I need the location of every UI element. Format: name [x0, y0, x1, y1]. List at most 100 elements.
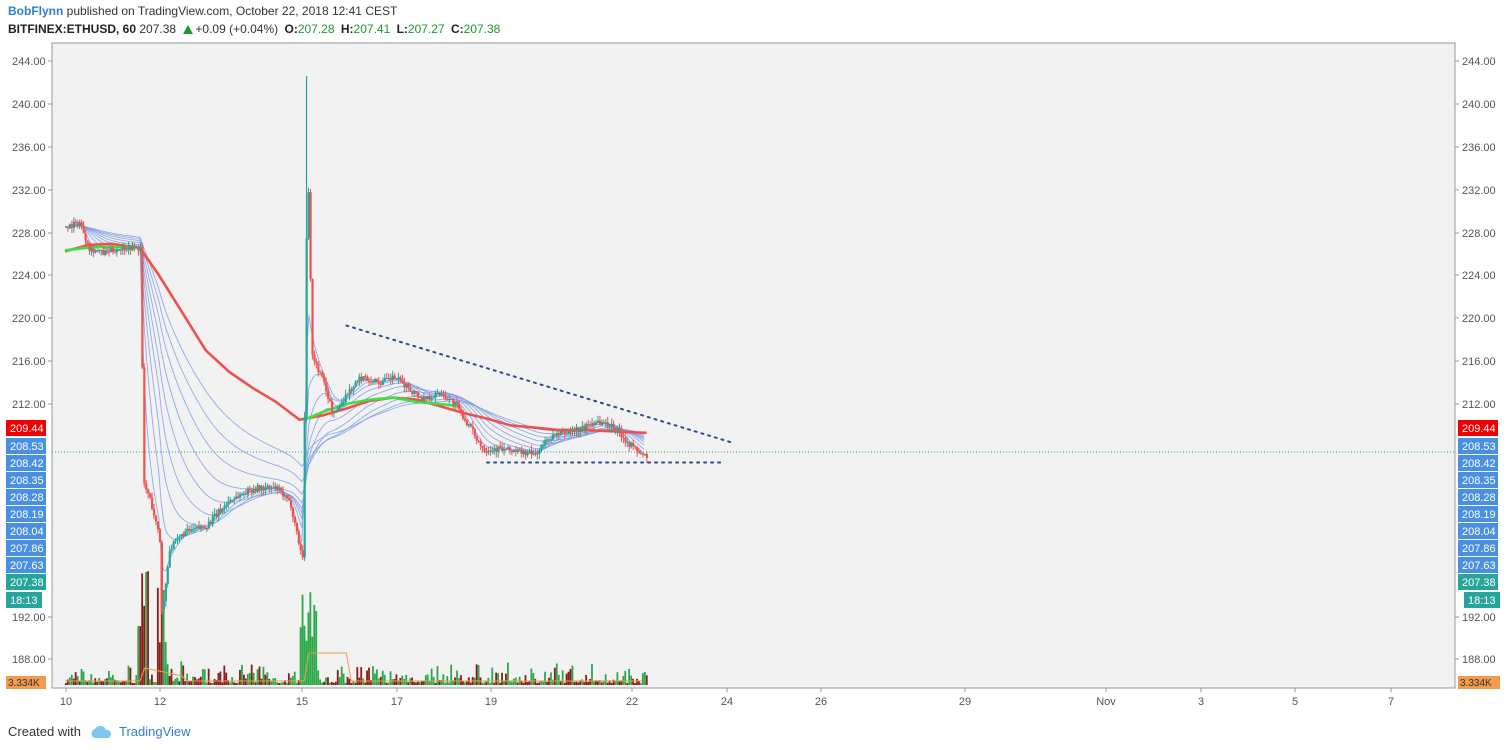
volume-bar — [346, 676, 349, 685]
candle-body — [444, 395, 447, 400]
candle-body — [192, 528, 195, 530]
candle-body — [606, 422, 609, 427]
candle-body — [536, 453, 539, 455]
candle-body — [72, 221, 76, 228]
volume-bar — [332, 682, 335, 685]
candle-body — [272, 487, 275, 489]
high-label: H: — [340, 22, 354, 36]
candle-body — [614, 427, 617, 430]
volume-bar — [422, 681, 425, 685]
candle-body — [125, 249, 128, 251]
volume-bar — [550, 672, 552, 685]
volume-bar — [612, 679, 615, 685]
candle-body — [303, 417, 306, 558]
volume-bar — [309, 592, 312, 685]
candle-body — [501, 448, 504, 451]
candle-body — [133, 245, 136, 248]
volume-bar — [301, 594, 304, 685]
candle-body — [422, 397, 426, 400]
ema-ribbon-line — [65, 225, 645, 504]
candle-body — [479, 441, 482, 446]
candle-body — [567, 431, 570, 434]
volume-bar — [297, 680, 300, 685]
candle-body — [264, 487, 267, 491]
x-axis-tick-label: 29 — [959, 696, 971, 708]
candle-body — [436, 392, 439, 394]
volume-bar — [551, 679, 554, 685]
volume-bar — [153, 681, 155, 685]
volume-bar — [102, 680, 104, 685]
candle-body — [626, 441, 629, 443]
volume-bar — [215, 679, 218, 685]
candle-body — [211, 516, 214, 525]
candle-body — [332, 411, 336, 413]
price-label-left-text: 208.19 — [10, 509, 44, 521]
ema-slow-line — [64, 242, 647, 435]
volume-bar — [493, 682, 496, 685]
price-label-left-text: 208.53 — [10, 441, 44, 453]
candle-body — [338, 405, 342, 409]
volume-bar — [223, 665, 226, 685]
candle-body — [381, 380, 385, 385]
volume-bar — [117, 680, 120, 685]
author-name[interactable]: BobFlynn — [8, 4, 64, 18]
candle-body — [172, 541, 175, 550]
volume-bar — [325, 677, 327, 685]
y-axis-tick-label-right: 232.00 — [1462, 185, 1496, 197]
volume-bar — [284, 680, 286, 685]
candle-body — [342, 402, 345, 404]
candle-body — [600, 422, 604, 426]
candle-body — [227, 501, 230, 505]
candle-body — [297, 531, 300, 544]
candle-body — [604, 422, 607, 424]
volume-bar — [383, 674, 386, 685]
volume-bar — [229, 682, 232, 685]
candle-body — [285, 495, 289, 499]
candle-body — [477, 440, 480, 442]
tradingview-brand[interactable]: TradingView — [118, 724, 191, 739]
candle-body — [602, 422, 606, 424]
candle-body — [143, 367, 146, 484]
volume-bar — [78, 680, 81, 685]
price-label-right-text: 207.86 — [1462, 543, 1496, 555]
volume-bar — [540, 681, 543, 685]
volume-bar — [197, 678, 200, 685]
price-label-right — [1458, 557, 1498, 573]
volume-bar — [90, 674, 93, 685]
candle-body — [624, 438, 627, 443]
volume-bar — [92, 682, 95, 685]
volume-bar — [241, 664, 243, 685]
open-label: O: — [284, 22, 298, 36]
candle-body — [252, 488, 255, 493]
candle-body — [391, 375, 394, 380]
candle-body — [581, 425, 584, 428]
volume-bar — [428, 681, 431, 685]
candle-body — [94, 250, 97, 253]
volume-bar — [553, 667, 556, 685]
candle-body — [356, 381, 359, 383]
y-axis-tick-label-left: 216.00 — [12, 356, 46, 368]
volume-bar — [593, 681, 595, 685]
volume-bar — [307, 612, 310, 685]
candle-body — [413, 391, 416, 394]
candle-body — [360, 376, 363, 381]
candle-body — [632, 442, 635, 447]
volume-bar — [516, 682, 519, 685]
volume-bar — [393, 679, 396, 685]
symbol-name: BITFINEX:ETHUSD, 60 — [8, 22, 137, 36]
candle-body — [485, 451, 488, 453]
volume-bar — [542, 681, 544, 685]
volume-bar — [534, 678, 537, 685]
candle-body — [88, 244, 91, 252]
candle-body — [643, 454, 647, 456]
volume-bar — [606, 682, 609, 685]
price-label-left — [6, 557, 46, 573]
candle-body — [147, 489, 150, 494]
volume-bar — [503, 680, 505, 685]
price-label-left — [6, 574, 46, 590]
candle-body — [330, 401, 334, 413]
volume-bar — [595, 680, 597, 685]
candle-body — [162, 601, 165, 610]
volume-label-left — [6, 676, 46, 689]
